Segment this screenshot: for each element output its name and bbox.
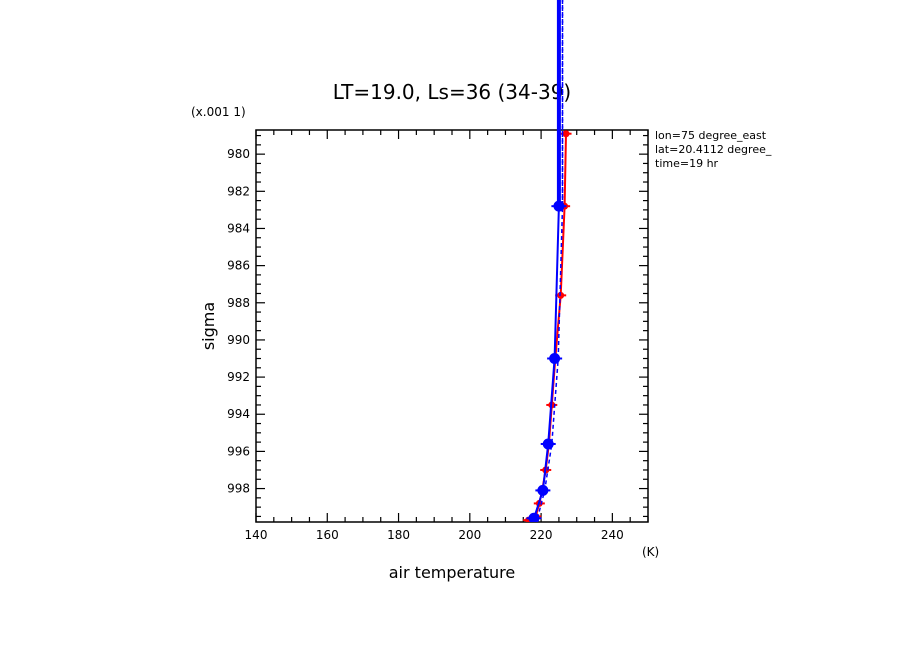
plot-frame [255, 129, 649, 523]
x-tick-label: 160 [316, 528, 339, 542]
y-tick-label: 984 [227, 221, 250, 235]
y-axis-scale-note: (x.001 1) [191, 105, 246, 119]
plot-area: 140 160 180 200 220 240 980 982 984 986 988 990 992 9… [227, 0, 649, 542]
x-axis-label: air temperature [389, 563, 515, 582]
y-tick-label: 988 [227, 296, 250, 310]
x-tick-label: 200 [458, 528, 481, 542]
y-tick-label: 986 [227, 259, 250, 273]
side-note-time: time=19 hr [655, 157, 719, 170]
y-tick-label: 996 [227, 444, 250, 458]
y-tick-label: 980 [227, 147, 250, 161]
y-tick-label: 982 [227, 184, 250, 198]
x-axis-unit: (K) [642, 545, 659, 559]
y-tick-label: 998 [227, 482, 250, 496]
y-axis-label: sigma [199, 302, 218, 350]
series-line [536, 0, 564, 519]
series-2 [536, 0, 564, 519]
series-0 [523, 130, 572, 522]
x-tick-label: 220 [530, 528, 553, 542]
y-tick-label: 990 [227, 333, 250, 347]
x-tick-label: 140 [245, 528, 268, 542]
y-tick-label: 994 [227, 407, 250, 421]
x-tick-label: 180 [387, 528, 410, 542]
side-note-lon: lon=75 degree_east [655, 129, 767, 142]
y-tick-label: 992 [227, 370, 250, 384]
chart-title: LT=19.0, Ls=36 (34-39) [333, 80, 571, 104]
x-tick-label: 240 [601, 528, 624, 542]
side-note-lat: lat=20.4112 degree_ [655, 143, 772, 156]
